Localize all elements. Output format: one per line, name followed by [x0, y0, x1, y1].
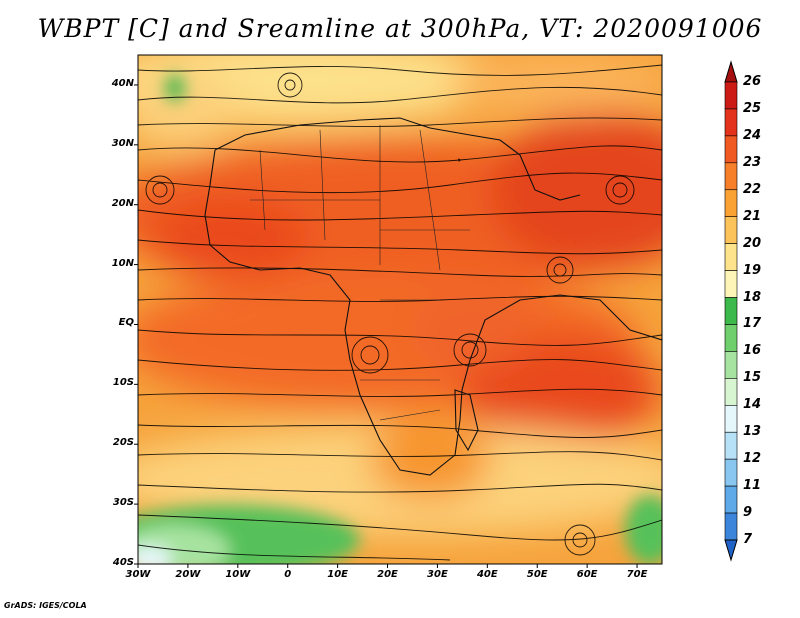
lon-tick-label: 60E — [576, 569, 598, 580]
colorbar-label: 15 — [743, 370, 762, 386]
plot-frame — [137, 54, 663, 565]
colorbar-label: 24 — [743, 127, 762, 143]
colorbar-label: 12 — [743, 451, 762, 467]
credit-text: GrADS: IGES/COLA — [4, 601, 87, 610]
colorbar-swatch — [724, 270, 738, 298]
lat-tick-label: 30S — [112, 497, 134, 509]
colorbar-label: 13 — [743, 424, 762, 440]
colorbar-label: 21 — [743, 208, 762, 224]
colorbar-label: 14 — [743, 397, 762, 413]
lat-tick-label: 20S — [112, 437, 134, 449]
colorbar-top-arrow — [724, 60, 738, 83]
lon-tick-label: 20E — [377, 569, 398, 580]
colorbar-swatch — [724, 324, 738, 352]
lon-tick-label: 0 — [284, 569, 292, 580]
colorbar-label: 25 — [743, 100, 762, 116]
colorbar-swatch — [724, 351, 738, 379]
colorbar-label: 26 — [743, 74, 762, 89]
colorbar-swatch — [724, 162, 738, 191]
colorbar-label: 22 — [743, 181, 762, 197]
colorbar-swatch — [724, 485, 738, 514]
lat-tick-label: 10N — [111, 257, 134, 269]
colorbar-swatch — [724, 135, 738, 164]
lon-tick-label: 30W — [125, 569, 151, 580]
colorbar-label: 11 — [743, 478, 762, 494]
colorbar-label: 18 — [743, 289, 762, 305]
lat-tick-label: 40N — [111, 77, 134, 89]
colorbar-swatch — [724, 81, 738, 110]
wbpt-field — [138, 55, 662, 564]
colorbar-label: 17 — [743, 316, 762, 332]
colorbar-swatch — [724, 108, 738, 137]
lon-tick-label: 50E — [526, 569, 548, 580]
lat-tick-label: 30N — [111, 137, 134, 149]
lon-tick-label: 10E — [327, 569, 348, 580]
colorbar-swatch — [724, 458, 738, 487]
borders — [250, 125, 470, 421]
colorbar-swatch — [724, 189, 738, 218]
lon-tick-label: 30E — [427, 569, 448, 580]
lon-tick-label: 10W — [225, 569, 251, 580]
colorbar-swatch — [724, 431, 738, 460]
lat-tick-label: 20N — [111, 197, 134, 209]
colorbar-swatch — [724, 297, 738, 325]
streamlines — [138, 64, 662, 561]
colorbar-label: 19 — [743, 262, 762, 278]
lon-tick-label: 40E — [476, 569, 498, 580]
colorbar-label: 16 — [743, 343, 762, 359]
colorbar-swatch — [724, 216, 738, 244]
axis-ticks — [134, 84, 638, 568]
colorbar-swatch — [724, 378, 738, 406]
colorbar-label: 7 — [743, 532, 753, 547]
colorbar-bottom-arrow — [724, 539, 738, 562]
colorbar-label: 23 — [743, 154, 762, 170]
colorbar-label: 9 — [743, 505, 753, 521]
map-title: WBPT [C] and Sreamline at 300hPa, VT: 20… — [37, 14, 763, 43]
colorbar-swatch — [724, 404, 738, 433]
lat-tick-label: 10S — [112, 377, 134, 389]
lat-tick-label: 40S — [112, 557, 134, 568]
colorbar-label: 20 — [743, 235, 762, 251]
lat-tick-label: EQ — [118, 317, 134, 329]
coastline — [204, 117, 662, 476]
colorbar-swatch — [724, 243, 738, 271]
colorbar-swatch — [724, 512, 738, 541]
colorbar — [724, 60, 738, 562]
lon-tick-label: 70E — [626, 569, 648, 580]
lon-tick-label: 20W — [175, 569, 201, 580]
